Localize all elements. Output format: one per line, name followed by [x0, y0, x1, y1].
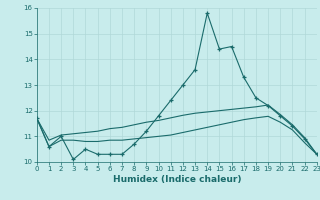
X-axis label: Humidex (Indice chaleur): Humidex (Indice chaleur) — [113, 175, 241, 184]
